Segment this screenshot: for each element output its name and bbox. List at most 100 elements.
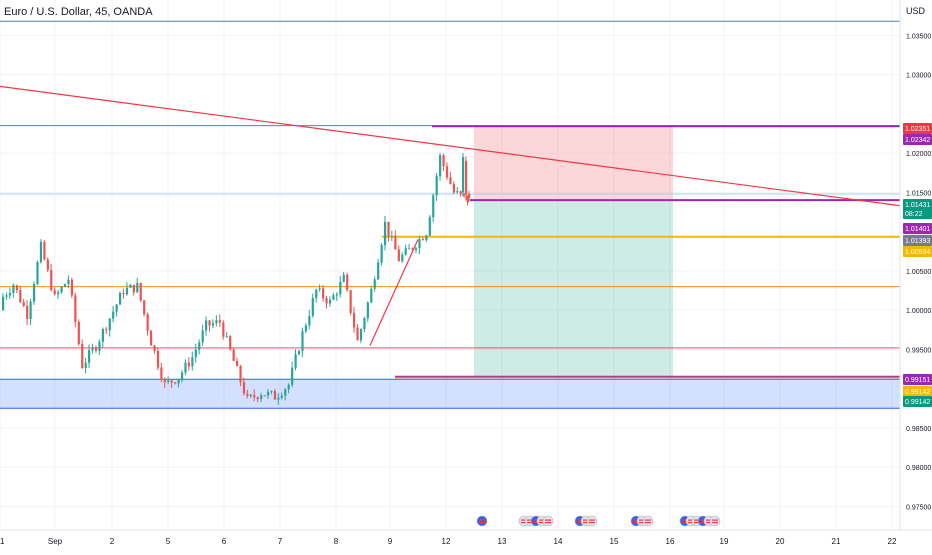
event-flag-stripe [700, 519, 706, 521]
y-tick-label: 0.98000 [906, 465, 931, 472]
y-tick-label: 1.02000 [906, 151, 931, 158]
y-tick-label: 0.98500 [906, 426, 931, 433]
candle-body [208, 320, 211, 326]
candle-body [36, 262, 39, 285]
y-tick-label: 0.97500 [906, 504, 931, 511]
candle-body [256, 397, 259, 400]
price-label: 0.99142 [905, 389, 930, 396]
candle-body [170, 380, 173, 383]
currency-label[interactable]: USD [906, 6, 926, 16]
event-flag-stripe [645, 519, 651, 521]
position-target-zone [474, 200, 673, 377]
event-flag-circle [642, 515, 654, 527]
event-flag-stripe [639, 519, 645, 521]
event-flag-stripe [545, 519, 551, 521]
price-label-bg [903, 223, 932, 234]
price-label: 1.02342 [905, 137, 930, 144]
candle-body [77, 321, 80, 345]
candle-body [325, 298, 328, 304]
candle-body [156, 350, 160, 368]
chart-title: Euro / U.S. Dollar, 45, OANDA [4, 6, 153, 18]
price-label: 1.01401 [905, 226, 930, 233]
candle-body [465, 160, 468, 194]
candle-body [435, 176, 438, 196]
candle-body [74, 295, 77, 322]
candle-body [394, 236, 397, 250]
event-flag-stripe [688, 522, 694, 524]
candle-body [153, 345, 156, 351]
event-flag-stripe [533, 519, 539, 521]
candle-body [287, 384, 290, 390]
candle-body [346, 274, 349, 291]
candle-body [253, 394, 256, 398]
trendline [0, 85, 901, 207]
candle-body [328, 299, 332, 304]
candle-body [439, 155, 442, 177]
candle-body [67, 279, 70, 285]
event-flag-stripe [539, 522, 545, 524]
candle-body [108, 318, 111, 331]
candle-body [468, 193, 471, 198]
candle-body [304, 325, 308, 332]
event-flag-stripe [589, 519, 595, 521]
y-tick-label: 1.00000 [906, 308, 931, 315]
price-label-bg [903, 374, 932, 385]
event-flag-circle [709, 515, 721, 527]
event-flag-stripe [479, 519, 485, 521]
candle-body [359, 329, 363, 341]
price-label: 1.02351 [905, 126, 930, 133]
event-flag-stripe [645, 522, 651, 524]
candle-body [377, 262, 380, 280]
event-flag-stripe [700, 522, 706, 524]
x-tick-label: 15 [610, 537, 619, 546]
candle-body [132, 284, 135, 293]
candle-body [294, 354, 297, 368]
candle-body [122, 293, 125, 295]
candle-body [363, 318, 366, 330]
candle-body [146, 314, 149, 331]
x-tick-label: 13 [498, 537, 507, 546]
event-flag-icon [542, 515, 554, 527]
candle-body [88, 350, 91, 363]
candle-body [174, 382, 177, 384]
candle-body [242, 382, 246, 394]
candle-body [91, 347, 94, 351]
candle-body [249, 394, 252, 396]
candle-body [387, 221, 390, 237]
y-tick-label: 1.00500 [906, 269, 931, 276]
price-label: 1.00934 [905, 249, 930, 256]
candle-body [129, 284, 132, 288]
candle-body [246, 393, 249, 396]
candle-body [349, 290, 352, 313]
x-tick-label: 12 [442, 537, 451, 546]
event-flag-stripe [577, 522, 583, 524]
x-tick-label: 1 [0, 537, 5, 546]
price-label: 1.01431 [905, 202, 930, 209]
candle-body [53, 290, 56, 295]
candle-body [463, 193, 466, 196]
candle-body [421, 239, 425, 241]
candle-body [263, 395, 266, 397]
event-flag-stripe [527, 519, 533, 521]
event-flag-stripe [706, 522, 712, 524]
event-flag-stripe [527, 522, 533, 524]
position-stop-zone [474, 126, 673, 201]
candle-body [112, 311, 115, 319]
candle-body [57, 292, 60, 295]
candle-body [15, 285, 18, 290]
candle-body [8, 292, 12, 296]
x-tick-label: 21 [832, 537, 841, 546]
x-tick-label: 16 [666, 537, 675, 546]
event-flag-stripe [533, 522, 539, 524]
event-flag-stripe [583, 522, 589, 524]
event-flag-stripe [545, 522, 551, 524]
y-tick-label: 1.01500 [906, 190, 931, 197]
x-tick-label: 19 [720, 537, 729, 546]
candle-body [311, 298, 314, 316]
candle-body [397, 249, 400, 262]
candle-body [273, 391, 277, 400]
candle-body [205, 320, 208, 331]
candle-body [70, 279, 74, 296]
